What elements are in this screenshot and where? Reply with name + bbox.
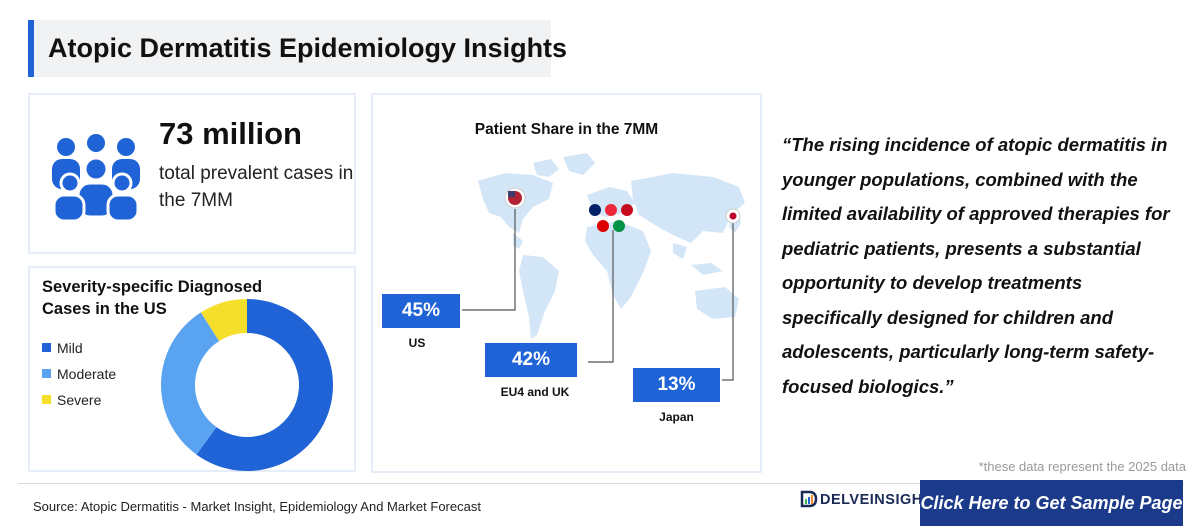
title-bar: Atopic Dermatitis Epidemiology Insights [28,20,567,77]
prevalence-card: 73 million total prevalent cases in the … [28,93,356,254]
footer-divider [18,483,1184,484]
legend-swatch-mild [42,343,51,352]
us-share-label: US [408,336,426,350]
legend-item-mild: Mild [42,340,83,356]
legend-label: Severe [57,392,102,408]
severity-donut-chart [160,299,333,471]
source-text: Source: Atopic Dermatitis - Market Insig… [33,499,481,514]
donut-slice-mild [196,299,333,471]
severity-title: Severity-specific Diagnosed Cases in the… [42,278,263,318]
donut-slice-severe [200,299,247,342]
prevalence-value: 73 million [159,116,302,151]
donut-slice-moderate [160,312,220,455]
logo-mark-icon [800,490,818,508]
japan-share-value: 13% [633,368,720,402]
delveinsight-logo: DELVEINSIGHT [800,490,932,508]
legend-label: Mild [57,340,83,356]
world-map [462,153,745,381]
us-share-value: 45% [382,294,460,328]
legend-label: Moderate [57,366,117,382]
legend-swatch-severe [42,395,51,404]
patient-share-card: Patient Share in the 7MM [371,93,762,473]
eu-share-value: 42% [485,343,577,377]
page-title: Atopic Dermatitis Epidemiology Insights [48,33,568,63]
map-title: Patient Share in the 7MM [474,121,659,138]
data-note: *these data represent the 2025 data [978,459,1186,474]
logo-text: DELVEINSIGHT [820,492,933,508]
legend-item-severe: Severe [42,392,101,408]
sample-page-button[interactable]: Click Here to Get Sample Page [920,480,1183,526]
japan-share-label: Japan [659,410,694,424]
prevalence-text: total prevalent cases in the 7MM [159,163,354,211]
expert-quote: “The rising incidence of atopic dermatit… [782,134,1170,397]
eu-share-label: EU4 and UK [500,385,570,399]
people-icon [52,134,140,223]
severity-card: Severity-specific Diagnosed Cases in the… [28,266,356,472]
legend-swatch-moderate [42,369,51,378]
legend-item-moderate: Moderate [42,366,116,382]
